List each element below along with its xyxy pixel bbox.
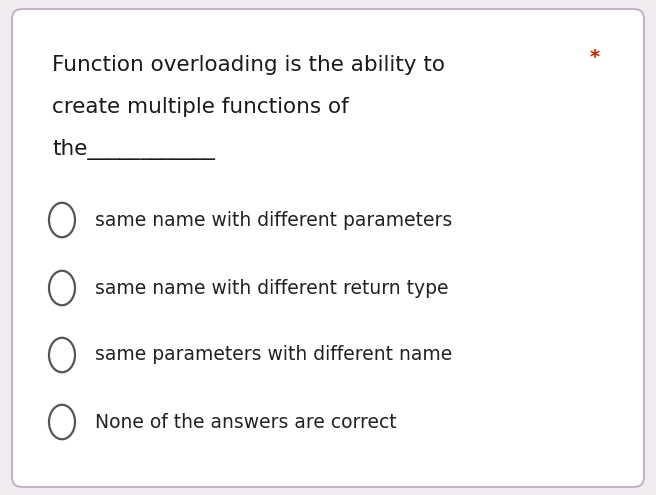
FancyBboxPatch shape [12,9,644,487]
Text: same name with different parameters: same name with different parameters [95,210,452,230]
Text: the____________: the____________ [52,139,215,159]
Text: same parameters with different name: same parameters with different name [95,346,452,364]
Text: Function overloading is the ability to: Function overloading is the ability to [52,55,445,75]
Text: *: * [590,49,600,67]
Text: same name with different return type: same name with different return type [95,279,449,297]
Text: create multiple functions of: create multiple functions of [52,97,349,117]
Text: None of the answers are correct: None of the answers are correct [95,412,397,432]
